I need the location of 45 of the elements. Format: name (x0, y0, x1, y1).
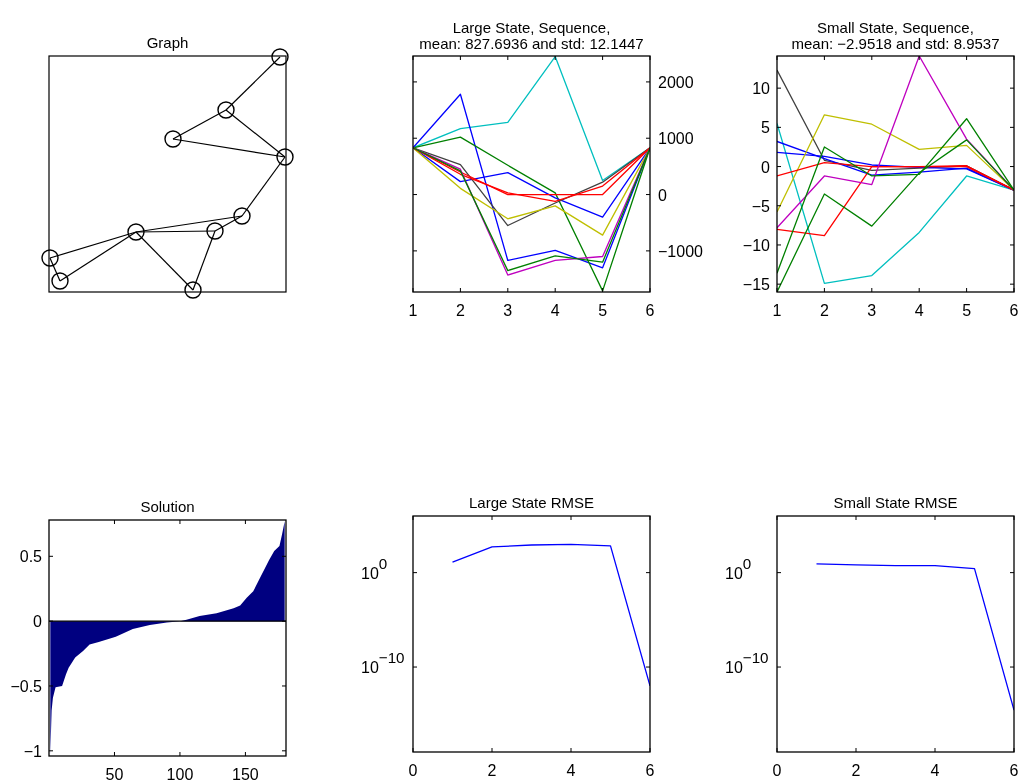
y-tick-label: 10 (752, 80, 771, 98)
x-tick-label: 4 (566, 762, 576, 779)
y2-tick-label: −1000 (658, 242, 704, 260)
x-tick-label: 5 (962, 302, 972, 319)
x-tick-label: 0 (408, 762, 418, 779)
chart-title: Small State RMSE (833, 494, 958, 511)
chart-subtitle: mean: 827.6936 and std: 12.1447 (419, 35, 644, 52)
x-tick-label: 2 (851, 762, 861, 779)
y2-tick-label: 0 (658, 186, 667, 204)
y-tick-label: −1 (23, 742, 43, 760)
chart-title: Large State RMSE (468, 494, 595, 511)
chart-title: Large State, Sequence, (452, 19, 611, 36)
y-tick-label: −0.5 (10, 677, 43, 695)
y2-tick-label: 1000 (658, 130, 694, 148)
x-tick-label: 4 (914, 302, 924, 319)
y-tick-label: −5 (751, 197, 771, 215)
x-tick-label: 2 (487, 762, 497, 779)
y-tick-label: 0 (761, 158, 771, 176)
x-tick-label: 6 (645, 302, 655, 319)
x-tick-label: 0 (772, 762, 782, 779)
x-tick-label: 50 (105, 766, 124, 783)
y2-tick-label: 2000 (658, 73, 694, 91)
chart-subtitle: mean: −2.9518 and std: 8.9537 (791, 35, 1000, 52)
x-tick-label: 6 (645, 762, 655, 779)
x-tick-label: 3 (867, 302, 877, 319)
y-tick-label: 5 (761, 119, 771, 137)
x-tick-label: 150 (232, 766, 259, 783)
x-tick-label: 6 (1009, 762, 1019, 779)
y-tick-label: 0 (33, 613, 43, 631)
x-tick-label: 1 (772, 302, 782, 319)
x-tick-label: 100 (166, 766, 194, 783)
x-tick-label: 4 (930, 762, 940, 779)
x-tick-label: 3 (503, 302, 513, 319)
chart-title: Small State, Sequence, (817, 19, 974, 36)
x-tick-label: 1 (408, 302, 418, 319)
y-tick-label: −10 (742, 236, 771, 254)
x-tick-label: 5 (598, 302, 608, 319)
y-tick-label: −15 (742, 276, 771, 294)
x-tick-label: 6 (1009, 302, 1019, 319)
x-tick-label: 2 (819, 302, 829, 319)
chart-title: Solution (140, 498, 195, 515)
x-tick-label: 4 (550, 302, 560, 319)
x-tick-label: 2 (455, 302, 465, 319)
y-tick-label: 0.5 (19, 548, 43, 566)
text: Graph (146, 34, 189, 51)
